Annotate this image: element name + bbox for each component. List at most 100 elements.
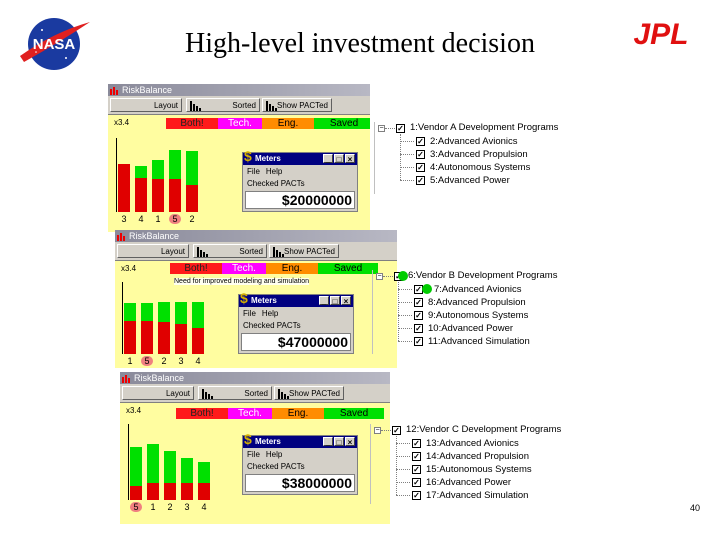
child-checkbox[interactable]: ✓ bbox=[412, 465, 421, 474]
minimize-button[interactable]: _ bbox=[323, 154, 333, 164]
menu-help[interactable]: Help bbox=[265, 167, 283, 176]
tree-child-item[interactable]: 8:Advanced Propulsion bbox=[428, 297, 526, 308]
risk-bar[interactable] bbox=[169, 150, 181, 212]
menu-file[interactable]: File bbox=[247, 450, 260, 459]
risk-bar[interactable] bbox=[135, 166, 147, 212]
category-eng[interactable]: Eng. bbox=[266, 263, 318, 274]
sorted-button[interactable]: Sorted bbox=[198, 386, 272, 400]
close-button[interactable]: × bbox=[345, 154, 355, 164]
risk-bar[interactable] bbox=[141, 303, 153, 354]
risk-bar[interactable] bbox=[147, 444, 159, 500]
show-pacted-button[interactable]: Show PACTed bbox=[269, 244, 339, 258]
bar-label[interactable]: 2 bbox=[161, 356, 167, 366]
child-checkbox[interactable]: ✓ bbox=[414, 298, 423, 307]
risk-bar[interactable] bbox=[198, 462, 210, 500]
category-tech[interactable]: Tech. bbox=[222, 263, 266, 274]
meters-titlebar[interactable]: $ Meters _ □ × bbox=[243, 432, 357, 448]
sorted-button[interactable]: Sorted bbox=[193, 244, 267, 258]
category-tech[interactable]: Tech. bbox=[228, 408, 272, 419]
bar-label[interactable]: 5 bbox=[130, 502, 142, 512]
bar-label[interactable]: 3 bbox=[184, 502, 190, 512]
meters-titlebar[interactable]: $ Meters _ □ × bbox=[243, 149, 357, 165]
tree-child-item[interactable]: 16:Advanced Power bbox=[426, 477, 512, 488]
risk-bar[interactable] bbox=[152, 160, 164, 212]
category-saved[interactable]: Saved bbox=[314, 118, 370, 129]
bar-label[interactable]: 1 bbox=[150, 502, 156, 512]
maximize-button[interactable]: □ bbox=[334, 437, 344, 447]
tree-child-item[interactable]: 11:Advanced Simulation bbox=[428, 336, 530, 347]
tree-expander[interactable]: − bbox=[374, 427, 381, 434]
maximize-button[interactable]: □ bbox=[330, 296, 340, 306]
tree-expander[interactable]: − bbox=[378, 125, 385, 132]
minimize-button[interactable]: _ bbox=[323, 437, 333, 447]
tree-expander[interactable]: − bbox=[376, 273, 383, 280]
risk-bar[interactable] bbox=[164, 451, 176, 500]
menu-help[interactable]: Help bbox=[265, 450, 283, 459]
category-both[interactable]: Both! bbox=[170, 263, 222, 274]
child-checkbox[interactable]: ✓ bbox=[414, 311, 423, 320]
tree-child-item[interactable]: 7:Advanced Avionics bbox=[434, 284, 522, 295]
category-saved[interactable]: Saved bbox=[318, 263, 378, 274]
bar-label[interactable]: 3 bbox=[121, 214, 127, 224]
category-saved[interactable]: Saved bbox=[324, 408, 384, 419]
child-checkbox[interactable]: ✓ bbox=[414, 337, 423, 346]
risk-bar[interactable] bbox=[118, 164, 130, 212]
tree-child-item[interactable]: 10:Advanced Power bbox=[428, 323, 514, 334]
tree-child-item[interactable]: 2:Advanced Avionics bbox=[430, 136, 518, 147]
show-pacted-button[interactable]: Show PACTed bbox=[274, 386, 344, 400]
category-eng[interactable]: Eng. bbox=[272, 408, 324, 419]
child-checkbox[interactable]: ✓ bbox=[412, 452, 421, 461]
child-checkbox[interactable]: ✓ bbox=[416, 163, 425, 172]
show-pacted-button[interactable]: Show PACTed bbox=[262, 98, 332, 112]
risk-bar[interactable] bbox=[124, 303, 136, 354]
tree-child-item[interactable]: 15:Autonomous Systems bbox=[426, 464, 532, 475]
meters-titlebar[interactable]: $ Meters _ □ × bbox=[239, 291, 353, 307]
close-button[interactable]: × bbox=[341, 296, 351, 306]
risk-bar[interactable] bbox=[158, 302, 170, 354]
window-titlebar[interactable]: RiskBalance bbox=[108, 84, 370, 96]
category-eng[interactable]: Eng. bbox=[262, 118, 314, 129]
menu-file[interactable]: File bbox=[247, 167, 260, 176]
bar-label[interactable]: 5 bbox=[169, 214, 181, 224]
category-both[interactable]: Both! bbox=[176, 408, 228, 419]
tree-child-item[interactable]: 3:Advanced Propulsion bbox=[430, 149, 528, 160]
child-checkbox[interactable]: ✓ bbox=[414, 324, 423, 333]
bar-label[interactable]: 1 bbox=[155, 214, 161, 224]
risk-bar[interactable] bbox=[130, 447, 142, 500]
tree-root-item[interactable]: 6:Vendor B Development Programs bbox=[408, 270, 558, 281]
sorted-button[interactable]: Sorted bbox=[186, 98, 260, 112]
risk-bar[interactable] bbox=[175, 301, 187, 354]
tree-root-item[interactable]: 1:Vendor A Development Programs bbox=[410, 122, 559, 133]
root-checkbox[interactable]: ✓ bbox=[392, 426, 401, 435]
child-checkbox[interactable]: ✓ bbox=[412, 478, 421, 487]
child-checkbox[interactable]: ✓ bbox=[416, 150, 425, 159]
bar-label[interactable]: 4 bbox=[195, 356, 201, 366]
tree-child-item[interactable]: 13:Advanced Avionics bbox=[426, 438, 519, 449]
bar-label[interactable]: 4 bbox=[138, 214, 144, 224]
category-both[interactable]: Both! bbox=[166, 118, 218, 129]
child-checkbox[interactable]: ✓ bbox=[416, 176, 425, 185]
window-titlebar[interactable]: RiskBalance bbox=[120, 372, 390, 384]
bar-label[interactable]: 2 bbox=[189, 214, 195, 224]
bar-label[interactable]: 1 bbox=[127, 356, 133, 366]
tree-child-item[interactable]: 5:Advanced Power bbox=[430, 175, 510, 186]
bar-label[interactable]: 3 bbox=[178, 356, 184, 366]
minimize-button[interactable]: _ bbox=[319, 296, 329, 306]
bar-label[interactable]: 2 bbox=[167, 502, 173, 512]
menu-file[interactable]: File bbox=[243, 309, 256, 318]
risk-bar[interactable] bbox=[181, 458, 193, 500]
risk-bar[interactable] bbox=[186, 151, 198, 212]
child-checkbox[interactable]: ✓ bbox=[412, 439, 421, 448]
root-checkbox[interactable]: ✓ bbox=[396, 124, 405, 133]
layout-button[interactable]: Layout bbox=[122, 386, 194, 400]
layout-button[interactable]: Layout bbox=[117, 244, 189, 258]
tree-root-item[interactable]: 12:Vendor C Development Programs bbox=[406, 424, 562, 435]
tree-child-item[interactable]: 9:Autonomous Systems bbox=[428, 310, 529, 321]
maximize-button[interactable]: □ bbox=[334, 154, 344, 164]
tree-child-item[interactable]: 4:Autonomous Systems bbox=[430, 162, 531, 173]
category-tech[interactable]: Tech. bbox=[218, 118, 262, 129]
menu-help[interactable]: Help bbox=[261, 309, 279, 318]
close-button[interactable]: × bbox=[345, 437, 355, 447]
layout-button[interactable]: Layout bbox=[110, 98, 182, 112]
tree-child-item[interactable]: 17:Advanced Simulation bbox=[426, 490, 529, 501]
